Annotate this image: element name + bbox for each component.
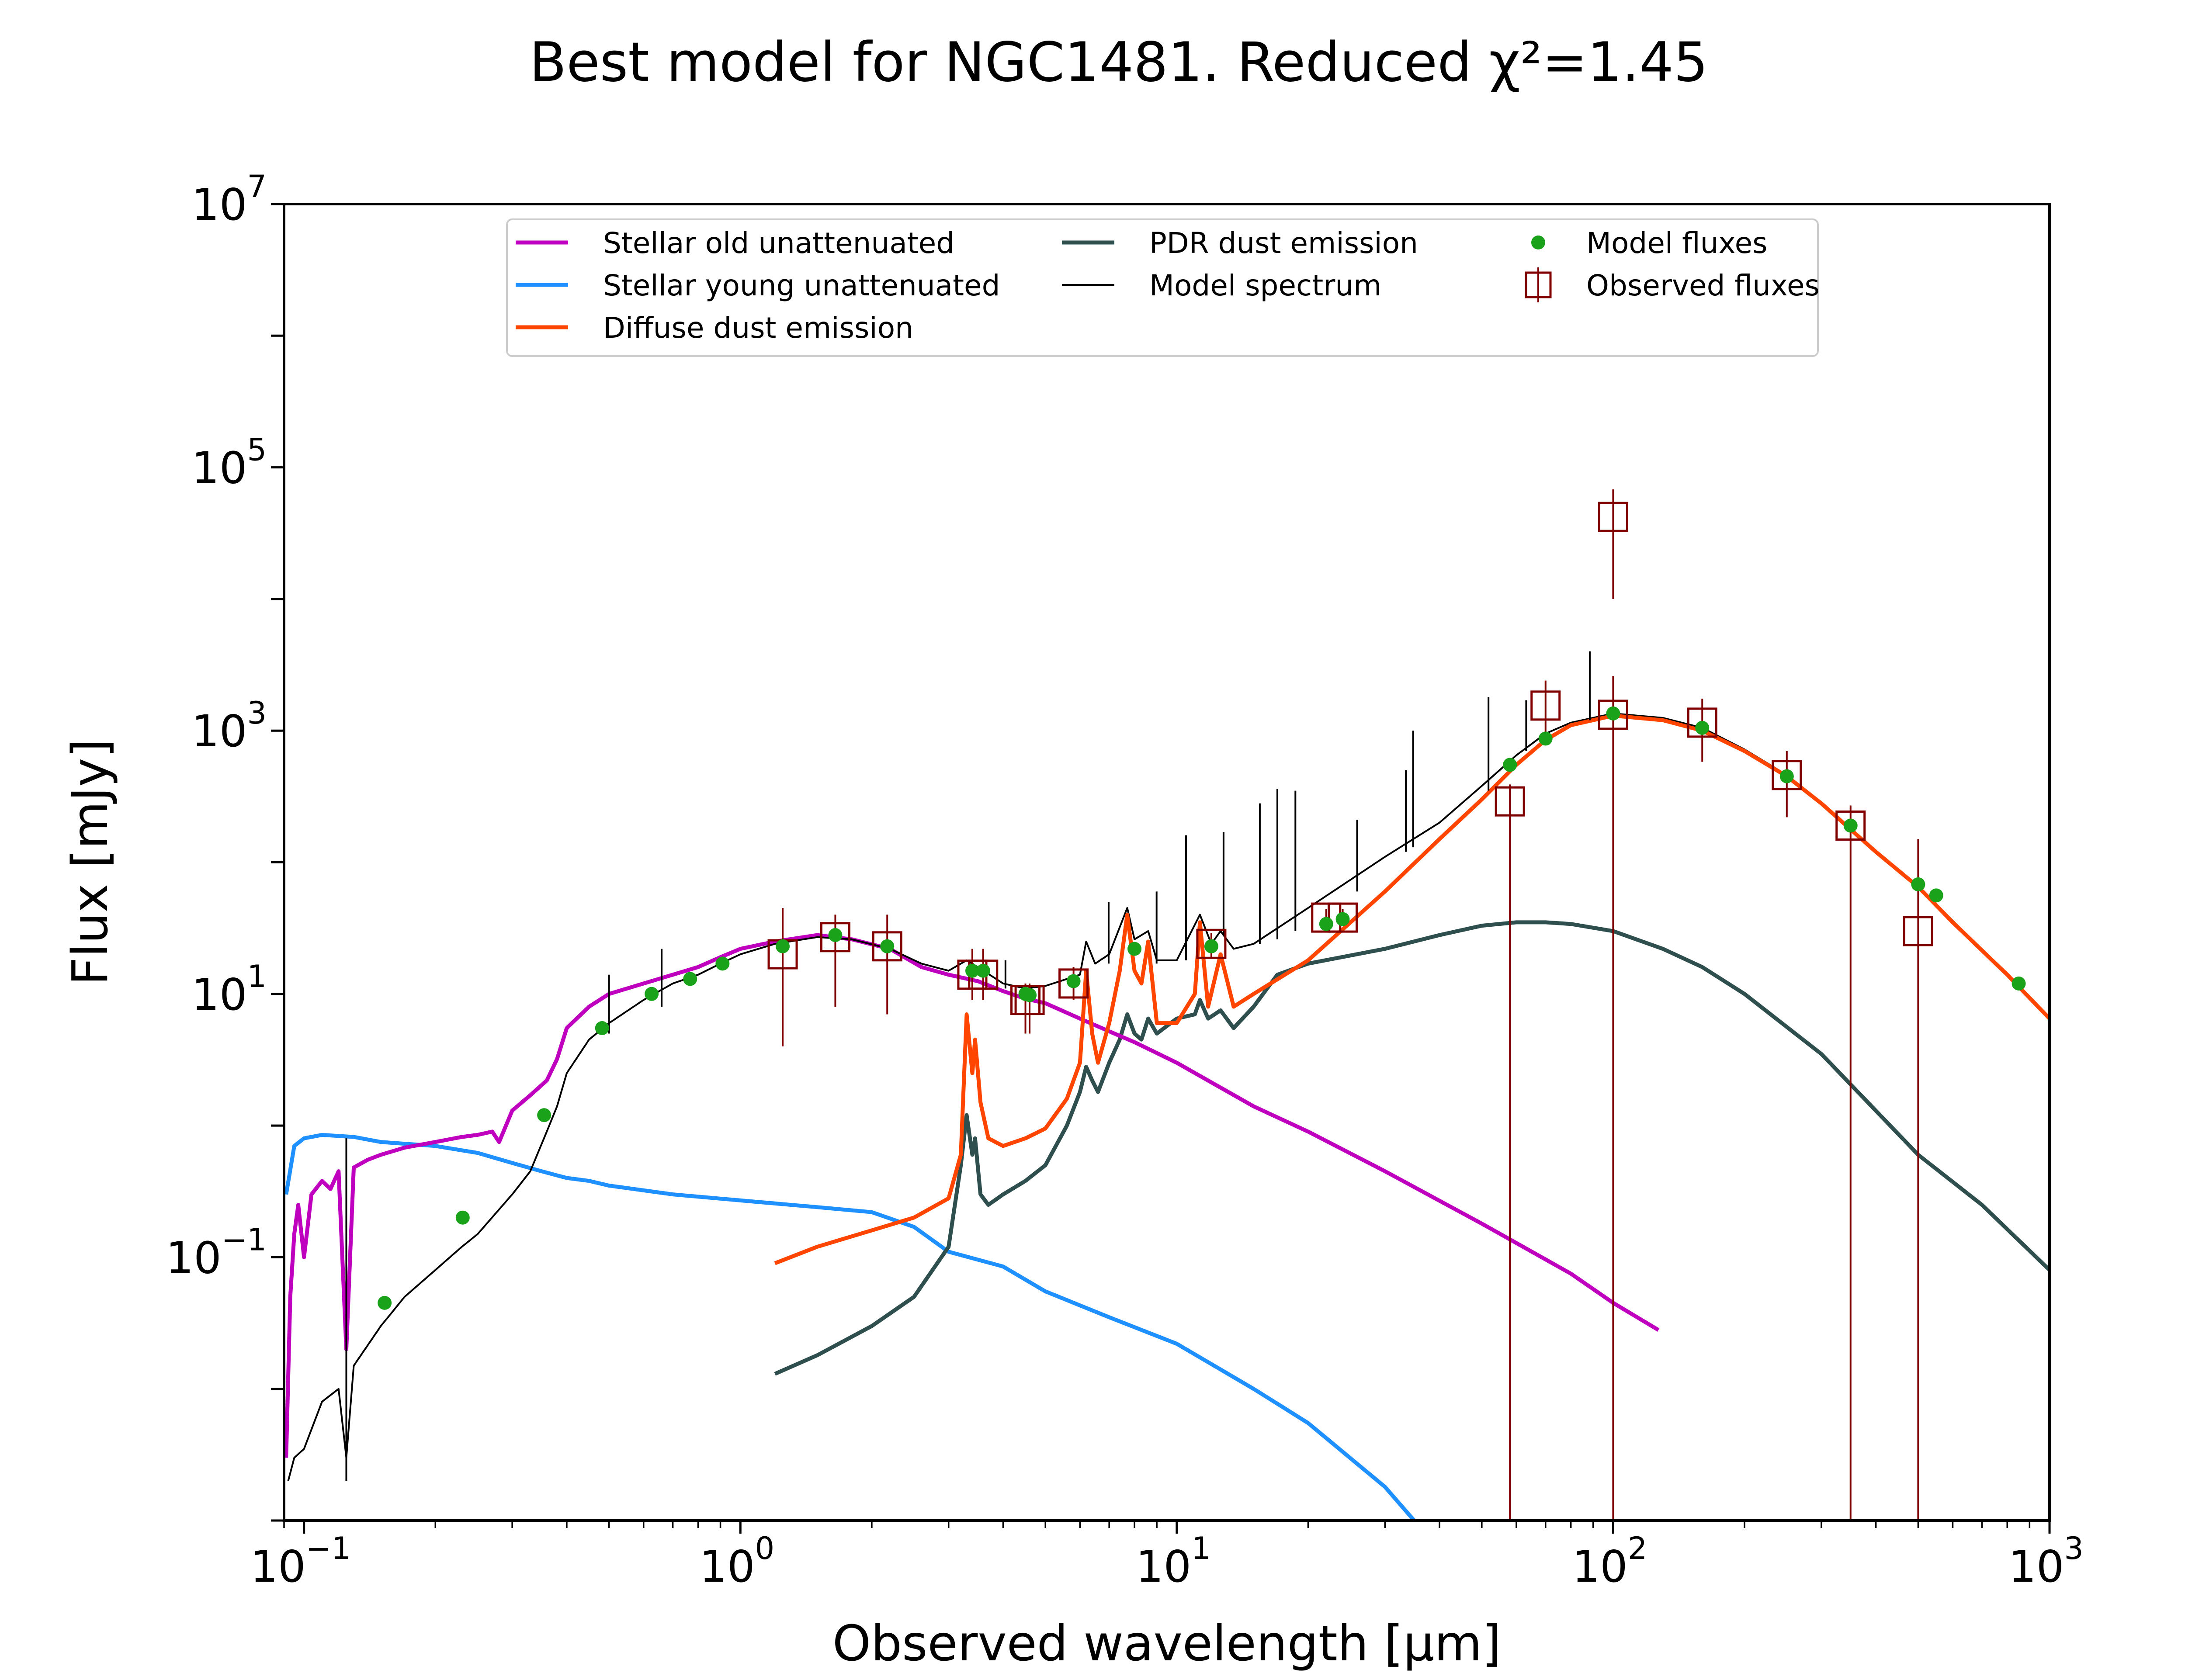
x-tick-label-exponent: −1 bbox=[306, 1531, 351, 1566]
legend-model-fluxes-marker bbox=[1531, 236, 1545, 249]
observed-flux-marker bbox=[1903, 916, 1933, 946]
observed-flux-marker bbox=[1835, 811, 1866, 841]
y-tick-label-exponent: 1 bbox=[247, 959, 267, 994]
x-tick-label-base: 10 bbox=[250, 1541, 305, 1592]
model-flux-point bbox=[1911, 877, 1925, 891]
model-flux-point bbox=[1319, 917, 1333, 931]
x-tick-label: 10−1 bbox=[250, 1531, 350, 1592]
y-tick-label-exponent: −1 bbox=[222, 1222, 267, 1257]
x-tick-label: 102 bbox=[1572, 1531, 1647, 1592]
x-tick-label-exponent: 3 bbox=[2064, 1531, 2084, 1566]
y-tick-label-exponent: 7 bbox=[247, 169, 267, 204]
y-tick-label-exponent: 3 bbox=[247, 695, 267, 731]
y-tick-label: 105 bbox=[191, 432, 267, 494]
model-flux-point bbox=[1695, 720, 1710, 735]
model-flux-point bbox=[1127, 942, 1142, 956]
model-flux-point bbox=[1335, 912, 1350, 926]
observed-flux-marker bbox=[1598, 700, 1628, 730]
x-tick-label: 100 bbox=[699, 1531, 774, 1592]
model-flux-point bbox=[1843, 818, 1858, 833]
x-axis-label: Observed wavelength [μm] bbox=[832, 1615, 1501, 1672]
model-flux-point bbox=[965, 963, 979, 978]
model-flux-point bbox=[976, 963, 990, 978]
y-tick-label-base: 10 bbox=[166, 1232, 222, 1283]
x-tick-label-base: 10 bbox=[699, 1541, 755, 1592]
observed-flux-marker bbox=[1772, 760, 1802, 790]
model-flux-point bbox=[1779, 769, 1794, 783]
model-flux-point bbox=[1023, 988, 1037, 1002]
legend-frame bbox=[506, 218, 1819, 357]
model-flux-point bbox=[715, 956, 730, 971]
x-tick-label: 101 bbox=[1136, 1531, 1211, 1592]
chart-title: Best model for NGC1481. Reduced χ²=1.45 bbox=[529, 31, 1708, 94]
observed-flux-marker bbox=[1530, 690, 1561, 721]
plot-area bbox=[284, 489, 2050, 1521]
y-tick-label-base: 10 bbox=[191, 179, 247, 230]
legend-label: PDR dust emission bbox=[1149, 226, 1418, 260]
model-flux-point bbox=[595, 1021, 609, 1036]
legend-label: Stellar young unattenuated bbox=[603, 269, 1000, 302]
plot-frame bbox=[283, 203, 2051, 1522]
y-tick-label-base: 10 bbox=[191, 969, 247, 1020]
x-tick-label-base: 10 bbox=[1572, 1541, 1628, 1592]
model-flux-point bbox=[455, 1210, 470, 1225]
observed-flux-marker bbox=[1687, 707, 1717, 738]
observed-flux-marker bbox=[1058, 968, 1089, 999]
observed-flux-marker bbox=[1014, 985, 1045, 1015]
model-flux-point bbox=[1538, 731, 1553, 746]
x-tick-label-base: 10 bbox=[2008, 1541, 2064, 1592]
series-line-model-spectrum bbox=[287, 712, 2050, 1481]
legend-label: Model fluxes bbox=[1586, 226, 1768, 260]
x-tick-label-base: 10 bbox=[1136, 1541, 1191, 1592]
model-flux-point bbox=[1503, 758, 1517, 772]
x-tick-label-exponent: 0 bbox=[755, 1531, 775, 1566]
legend-label: Stellar old unattenuated bbox=[603, 226, 954, 260]
series-line-stellar-young bbox=[284, 1133, 1416, 1521]
model-flux-point bbox=[537, 1108, 551, 1122]
x-tick-label-exponent: 2 bbox=[1628, 1531, 1647, 1566]
series-line-stellar-old bbox=[284, 933, 1660, 1458]
model-flux-point bbox=[880, 939, 895, 953]
y-tick-label: 101 bbox=[191, 959, 267, 1020]
model-flux-point bbox=[378, 1296, 392, 1310]
observed-flux-marker bbox=[872, 931, 902, 962]
model-flux-point bbox=[683, 972, 697, 986]
y-tick-label: 10−1 bbox=[166, 1222, 267, 1283]
model-flux-point bbox=[645, 987, 659, 1001]
x-tick-label-exponent: 1 bbox=[1191, 1531, 1211, 1566]
y-axis-label: Flux [mJy] bbox=[62, 739, 119, 985]
model-flux-point bbox=[1929, 888, 1943, 903]
observed-flux-marker bbox=[1598, 502, 1628, 532]
legend-label: Model spectrum bbox=[1149, 269, 1381, 302]
model-flux-point bbox=[1204, 939, 1218, 953]
observed-flux-marker bbox=[820, 922, 850, 953]
model-flux-point bbox=[1066, 974, 1081, 988]
y-tick-label: 103 bbox=[191, 695, 267, 757]
legend-label: Observed fluxes bbox=[1586, 269, 1820, 302]
x-tick-label: 103 bbox=[2008, 1531, 2084, 1592]
observed-flux-marker bbox=[1495, 786, 1525, 817]
y-tick-label-base: 10 bbox=[191, 443, 247, 494]
legend: Stellar old unattenuated Stellar young un… bbox=[506, 218, 1820, 357]
series-line-pdr-dust bbox=[774, 920, 2050, 1376]
model-flux-point bbox=[2012, 976, 2026, 991]
observed-flux-marker bbox=[1196, 928, 1227, 959]
legend-label: Diffuse dust emission bbox=[603, 311, 913, 345]
y-tick-label-exponent: 5 bbox=[247, 432, 267, 468]
legend-observed-fluxes-marker bbox=[1525, 271, 1552, 298]
model-flux-point bbox=[1606, 706, 1620, 720]
y-tick-label-base: 10 bbox=[191, 706, 247, 757]
model-flux-point bbox=[828, 928, 843, 942]
model-flux-point bbox=[776, 939, 790, 953]
y-tick-label: 107 bbox=[191, 169, 267, 230]
